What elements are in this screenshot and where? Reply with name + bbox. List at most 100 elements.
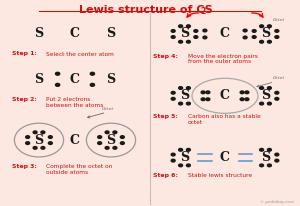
Text: Put 2 electrons
between the atoms: Put 2 electrons between the atoms [46, 97, 104, 108]
Circle shape [179, 87, 182, 89]
Circle shape [252, 30, 256, 32]
Circle shape [252, 36, 256, 38]
Text: Select the center atom: Select the center atom [46, 52, 114, 56]
Circle shape [120, 142, 124, 144]
Circle shape [171, 97, 175, 100]
Circle shape [98, 142, 102, 144]
Text: Step 5:: Step 5: [153, 114, 178, 119]
Circle shape [243, 29, 247, 32]
Circle shape [105, 146, 109, 149]
Text: © pediabay.com: © pediabay.com [260, 200, 294, 204]
Circle shape [201, 98, 205, 101]
Text: C: C [220, 151, 230, 164]
Circle shape [179, 102, 182, 105]
Circle shape [90, 83, 94, 86]
Circle shape [48, 136, 52, 138]
Text: S: S [261, 89, 270, 102]
Circle shape [240, 91, 244, 94]
Circle shape [120, 136, 124, 138]
Text: S: S [261, 27, 270, 41]
Circle shape [275, 91, 279, 94]
Circle shape [260, 102, 264, 105]
Text: Step 4:: Step 4: [153, 54, 178, 59]
Text: S: S [34, 73, 43, 86]
Circle shape [275, 153, 279, 156]
Circle shape [260, 164, 264, 167]
Circle shape [113, 146, 117, 149]
Circle shape [260, 40, 264, 43]
Text: Octet: Octet [273, 18, 285, 22]
Text: S: S [106, 73, 116, 86]
Circle shape [245, 91, 249, 94]
Circle shape [171, 153, 175, 156]
Text: 2: 2 [200, 7, 206, 16]
Circle shape [113, 131, 117, 134]
Text: C: C [70, 27, 80, 41]
Circle shape [179, 149, 182, 151]
Circle shape [187, 87, 190, 89]
Circle shape [268, 102, 272, 105]
Text: Carbon also has a stable
octet: Carbon also has a stable octet [188, 114, 260, 125]
Circle shape [194, 36, 198, 38]
Circle shape [194, 30, 198, 32]
Circle shape [206, 98, 210, 101]
Circle shape [56, 72, 60, 75]
Text: Octet: Octet [273, 76, 285, 80]
Text: C: C [70, 73, 80, 86]
Text: S: S [34, 27, 43, 41]
Text: S: S [261, 151, 270, 164]
Text: Step 6:: Step 6: [153, 173, 178, 178]
Text: C: C [70, 133, 80, 147]
Circle shape [260, 149, 264, 151]
Circle shape [90, 72, 94, 75]
Text: Move the electron pairs
from the outer atoms: Move the electron pairs from the outer a… [188, 54, 257, 64]
Circle shape [201, 91, 205, 94]
Text: Step 1:: Step 1: [12, 52, 37, 56]
Text: S: S [34, 133, 43, 147]
Circle shape [26, 142, 30, 144]
Circle shape [98, 136, 102, 138]
Text: C: C [220, 27, 230, 41]
Circle shape [187, 25, 190, 28]
Text: S: S [180, 27, 189, 41]
Circle shape [206, 91, 210, 94]
Circle shape [203, 29, 207, 32]
Circle shape [275, 159, 279, 162]
Circle shape [48, 142, 52, 144]
Circle shape [268, 25, 272, 28]
Circle shape [275, 97, 279, 100]
Circle shape [33, 131, 37, 134]
Text: Octet: Octet [102, 107, 114, 111]
Text: Step 3:: Step 3: [12, 164, 37, 169]
Text: C: C [220, 89, 230, 102]
Text: S: S [180, 89, 189, 102]
Circle shape [171, 36, 175, 38]
Circle shape [187, 102, 190, 105]
Circle shape [203, 36, 207, 39]
Circle shape [275, 30, 279, 32]
Circle shape [260, 25, 264, 28]
Circle shape [260, 87, 264, 89]
Circle shape [56, 83, 60, 86]
Circle shape [179, 25, 182, 28]
Circle shape [187, 149, 190, 151]
Circle shape [105, 131, 109, 134]
Text: Step 2:: Step 2: [12, 97, 37, 102]
Circle shape [171, 91, 175, 94]
Circle shape [268, 149, 272, 151]
Circle shape [33, 146, 37, 149]
Circle shape [26, 136, 30, 138]
Circle shape [171, 30, 175, 32]
Text: S: S [180, 151, 189, 164]
Circle shape [268, 40, 272, 43]
Circle shape [41, 146, 45, 149]
Text: S: S [106, 133, 116, 147]
Circle shape [243, 36, 247, 39]
Circle shape [187, 164, 190, 167]
Text: Stable lewis structure: Stable lewis structure [188, 173, 252, 178]
Text: Lewis structure of CS: Lewis structure of CS [79, 5, 212, 15]
Circle shape [245, 98, 249, 101]
Circle shape [275, 36, 279, 38]
Circle shape [41, 131, 45, 134]
Circle shape [187, 40, 190, 43]
